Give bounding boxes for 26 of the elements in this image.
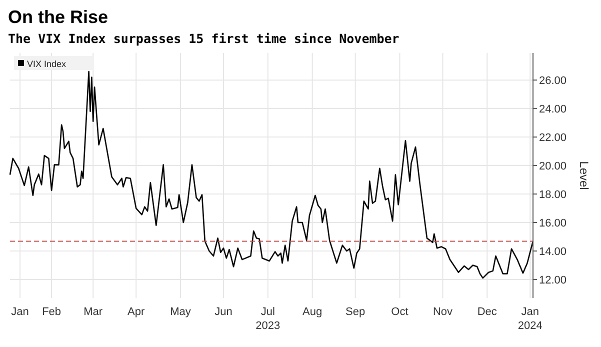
- x-tick-label: Feb: [42, 306, 62, 318]
- chart-title: On the Rise: [8, 7, 108, 27]
- y-tick-label: 18.00: [539, 188, 567, 201]
- y-tick-label: 14.00: [539, 246, 567, 258]
- chart-subtitle: The VIX Index surpasses 15 first time since November: [8, 31, 400, 46]
- x-tick-label: Mar: [84, 306, 103, 318]
- y-tick-label: 16.00: [539, 217, 567, 230]
- x-tick-label: Aug: [302, 306, 322, 318]
- x-tick-label: Sep: [346, 306, 366, 318]
- x-tick-label: Dec: [477, 306, 498, 318]
- y-tick-label: 20.00: [539, 160, 567, 172]
- y-tick-label: 26.00: [539, 74, 567, 87]
- x-tick-label: Nov: [432, 306, 454, 318]
- x-tick-label: Apr: [128, 306, 145, 318]
- y-tick-label: 12.00: [539, 274, 567, 286]
- x-tick-label: Jun: [214, 306, 232, 318]
- x-tick-label: Oct: [391, 306, 408, 318]
- x-tick-label: Jan 2024: [518, 306, 542, 332]
- line-series: [9, 70, 534, 279]
- legend-label: VIX Index: [27, 58, 67, 69]
- x-tick-label: Jan: [11, 306, 29, 318]
- x-tick-label: Jul 2023: [256, 306, 280, 332]
- x-tick-label: May: [170, 306, 192, 318]
- y-tick-label: 24.00: [539, 103, 567, 116]
- y-axis-title: Level: [577, 161, 591, 190]
- y-tick-label: 22.00: [539, 132, 567, 144]
